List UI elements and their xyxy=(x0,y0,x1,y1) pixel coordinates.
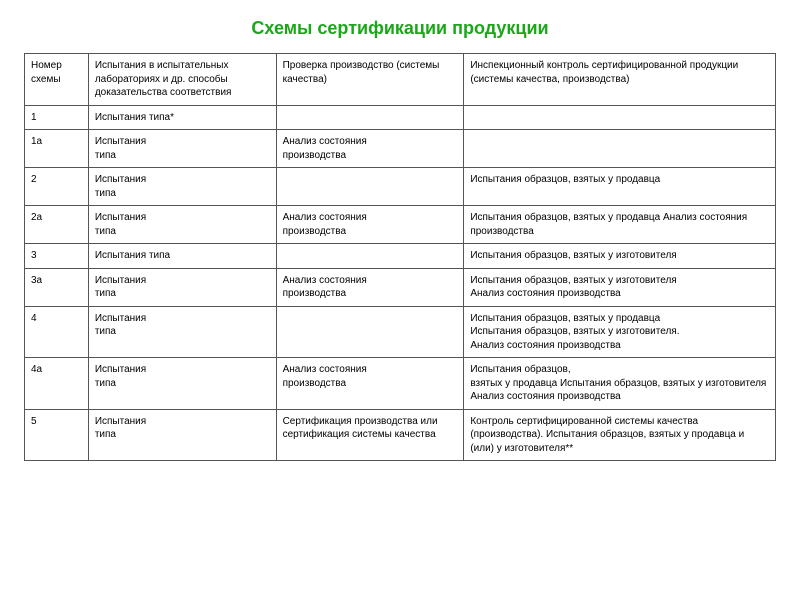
certification-schemes-table: Номер схемы Испытания в испытательных ла… xyxy=(24,53,776,461)
table-cell xyxy=(276,105,464,130)
table-cell: Испытания образцов,взятых у продавца Исп… xyxy=(464,358,776,410)
col-header: Проверка производство (системы качества) xyxy=(276,54,464,106)
table-cell xyxy=(464,130,776,168)
table-cell xyxy=(464,105,776,130)
table-cell xyxy=(276,244,464,269)
table-cell: Испытания образцов, взятых у продавцаИсп… xyxy=(464,306,776,358)
table-row: 1аИспытаниятипаАнализ состоянияпроизводс… xyxy=(25,130,776,168)
table-cell: Испытания образцов, взятых у изготовител… xyxy=(464,268,776,306)
table-row: 4аИспытаниятипаАнализ состоянияпроизводс… xyxy=(25,358,776,410)
table-cell: Испытания образцов, взятых у изготовител… xyxy=(464,244,776,269)
table-row: 3аИспытаниятипаАнализ состоянияпроизводс… xyxy=(25,268,776,306)
table-cell: Испытания образцов, взятых у продавца Ан… xyxy=(464,206,776,244)
table-cell: 4 xyxy=(25,306,89,358)
table-row: 3Испытания типа Испытания образцов, взяты… xyxy=(25,244,776,269)
table-cell: Испытаниятипа xyxy=(88,130,276,168)
table-cell: Анализ состоянияпроизводства xyxy=(276,130,464,168)
col-header: Инспекционный контроль сертифицированной… xyxy=(464,54,776,106)
table-cell: Анализ состоянияпроизводства xyxy=(276,358,464,410)
table-cell: 1 xyxy=(25,105,89,130)
table-cell: 1а xyxy=(25,130,89,168)
table-cell: Испытания образцов, взятых у продавца xyxy=(464,168,776,206)
table-cell: 3а xyxy=(25,268,89,306)
table-cell: Испытаниятипа xyxy=(88,168,276,206)
page: Схемы сертификации продукции Номер схемы… xyxy=(0,0,800,471)
table-row: 2Испытаниятипа Испытания образцов, взятых… xyxy=(25,168,776,206)
table-cell: Испытания типа xyxy=(88,244,276,269)
table-cell xyxy=(276,306,464,358)
table-row: 2аИспытаниятипаАнализ состоянияпроизводс… xyxy=(25,206,776,244)
col-header: Номер схемы xyxy=(25,54,89,106)
table-cell: Испытаниятипа xyxy=(88,409,276,461)
table-cell: Испытаниятипа xyxy=(88,306,276,358)
table-row: 4Испытаниятипа Испытания образцов, взятых… xyxy=(25,306,776,358)
table-row: 1Испытания типа* xyxy=(25,105,776,130)
page-title: Схемы сертификации продукции xyxy=(24,18,776,39)
table-cell: Сертификация производства или сертификац… xyxy=(276,409,464,461)
table-cell xyxy=(276,168,464,206)
table-header-row: Номер схемы Испытания в испытательных ла… xyxy=(25,54,776,106)
table-cell: Испытаниятипа xyxy=(88,206,276,244)
table-cell: 2а xyxy=(25,206,89,244)
table-cell: Контроль сертифицированной системы качес… xyxy=(464,409,776,461)
table-cell: Испытания типа* xyxy=(88,105,276,130)
table-cell: Испытаниятипа xyxy=(88,358,276,410)
table-cell: Испытаниятипа xyxy=(88,268,276,306)
table-cell: 2 xyxy=(25,168,89,206)
table-body: 1Испытания типа*1аИспытаниятипаАнализ со… xyxy=(25,105,776,461)
table-cell: Анализ состоянияпроизводства xyxy=(276,206,464,244)
table-cell: 5 xyxy=(25,409,89,461)
table-cell: 3 xyxy=(25,244,89,269)
table-cell: Анализ состоянияпроизводства xyxy=(276,268,464,306)
table-row: 5ИспытаниятипаСертификация производства … xyxy=(25,409,776,461)
col-header: Испытания в испытательных лабораториях и… xyxy=(88,54,276,106)
table-cell: 4а xyxy=(25,358,89,410)
